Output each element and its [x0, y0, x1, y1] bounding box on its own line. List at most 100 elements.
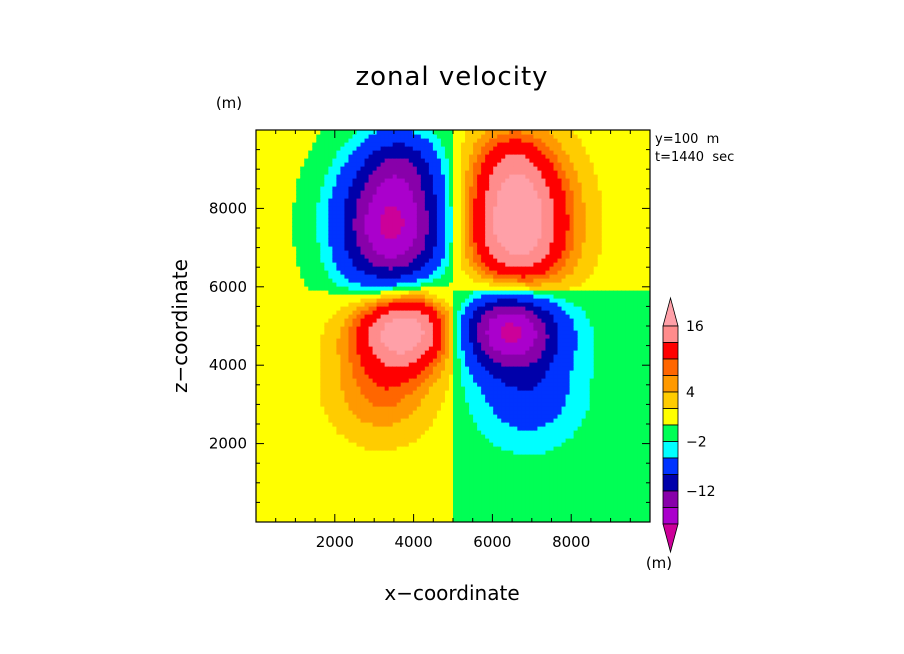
field-cell: [264, 366, 269, 371]
field-cell: [420, 206, 426, 211]
field-cell: [320, 426, 325, 431]
field-cell: [380, 202, 386, 207]
field-cell: [300, 246, 305, 251]
field-cell: [420, 306, 426, 311]
field-cell: [292, 446, 297, 451]
field-cell: [432, 338, 438, 343]
field-cell: [340, 214, 346, 219]
field-cell: [324, 178, 329, 183]
field-cell: [408, 458, 414, 463]
field-cell: [260, 138, 265, 143]
field-cell: [400, 494, 406, 499]
field-cell: [424, 358, 430, 363]
field-cell: [300, 306, 305, 311]
field-cell: [284, 262, 289, 267]
field-cell: [372, 142, 378, 147]
field-cell: [392, 486, 398, 491]
field-cell: [368, 438, 374, 443]
field-cell: [316, 142, 321, 147]
field-cell: [408, 510, 414, 515]
field-cell: [396, 262, 402, 267]
field-cell: [304, 318, 309, 323]
field-cell: [308, 258, 313, 263]
field-cell: [364, 430, 370, 435]
field-cell: [352, 394, 358, 399]
field-cell: [444, 138, 450, 143]
field-cell: [292, 430, 297, 435]
field-cell: [440, 386, 446, 391]
field-cell: [416, 198, 422, 203]
field-cell: [340, 130, 346, 135]
field-cell: [256, 482, 261, 487]
field-cell: [444, 258, 450, 263]
field-cell: [348, 306, 354, 311]
field-cell: [388, 502, 394, 507]
field-cell: [344, 370, 350, 375]
field-cell: [332, 390, 338, 395]
field-cell: [457, 174, 462, 179]
field-cell: [300, 438, 305, 443]
field-cell: [260, 302, 265, 307]
field-cell: [457, 374, 462, 379]
field-cell: [416, 206, 422, 211]
field-cell: [300, 426, 305, 431]
field-cell: [304, 398, 309, 403]
field-cell: [296, 226, 301, 231]
field-cell: [264, 162, 269, 167]
field-cell: [348, 346, 354, 351]
field-cell: [408, 346, 414, 351]
field-cell: [424, 354, 430, 359]
field-cell: [372, 402, 378, 407]
field-cell: [428, 142, 434, 147]
field-cell: [300, 322, 305, 327]
field-cell: [384, 246, 390, 251]
field-cell: [340, 338, 346, 343]
field-cell: [256, 302, 261, 307]
field-cell: [432, 286, 438, 291]
field-cell: [408, 450, 414, 455]
field-cell: [308, 202, 313, 207]
field-cell: [356, 326, 362, 331]
field-cell: [380, 162, 386, 167]
field-cell: [400, 466, 406, 471]
field-cell: [288, 458, 293, 463]
field-cell: [372, 398, 378, 403]
field-cell: [408, 158, 414, 163]
field-cell: [316, 434, 321, 439]
field-cell: [336, 418, 342, 423]
field-cell: [336, 266, 342, 271]
field-cell: [404, 242, 410, 247]
field-cell: [348, 342, 354, 347]
field-cell: [308, 442, 313, 447]
field-cell: [352, 470, 358, 475]
field-cell: [384, 202, 390, 207]
field-cell: [284, 410, 289, 415]
field-cell: [400, 182, 406, 187]
field-cell: [272, 174, 277, 179]
field-cell: [448, 306, 454, 311]
field-cell: [368, 506, 374, 511]
field-cell: [296, 258, 301, 263]
field-cell: [376, 314, 382, 319]
field-cell: [384, 326, 390, 331]
field-cell: [280, 446, 285, 451]
field-cell: [316, 178, 321, 183]
field-cell: [392, 426, 398, 431]
field-cell: [304, 306, 309, 311]
field-cell: [268, 370, 273, 375]
field-cell: [428, 270, 434, 275]
field-cell: [288, 338, 293, 343]
field-cell: [332, 238, 338, 243]
field-cell: [308, 322, 313, 327]
field-cell: [364, 358, 370, 363]
field-cell: [268, 502, 273, 507]
field-cell: [260, 462, 265, 467]
field-cell: [348, 394, 354, 399]
field-cell: [424, 286, 430, 291]
field-cell: [312, 282, 317, 287]
field-cell: [288, 494, 293, 499]
field-cell: [288, 506, 293, 511]
field-cell: [368, 406, 374, 411]
field-cell: [272, 282, 277, 287]
field-cell: [324, 406, 329, 411]
